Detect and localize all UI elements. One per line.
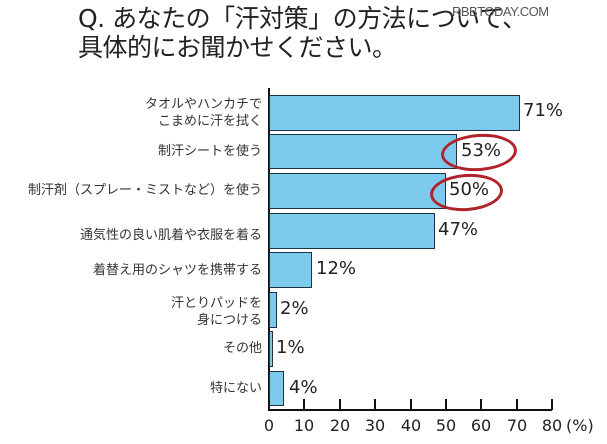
bar-pad	[269, 292, 277, 328]
x-tick-label: 60	[470, 416, 492, 435]
bar-other	[269, 331, 273, 367]
title-line-1: Q. あなたの「汗対策」の方法について、	[78, 4, 527, 33]
category-label: 着替え用のシャツを携帯する	[92, 263, 262, 278]
x-tick	[303, 399, 305, 410]
bar-none	[269, 371, 284, 406]
x-tick-label: 30	[364, 416, 386, 435]
x-tick-label: 70	[506, 416, 528, 435]
x-tick	[445, 399, 447, 410]
value-label: 53%	[461, 140, 502, 161]
x-tick-label: 80	[541, 416, 563, 435]
bar-sheet	[269, 134, 457, 169]
category-label: 特にない	[209, 381, 262, 396]
x-tick	[516, 399, 518, 410]
x-tick	[410, 399, 412, 410]
category-label: 汗とりパッドを 身につける	[170, 296, 262, 328]
watermark: RBBTODAY.COM	[452, 4, 549, 19]
x-tick	[339, 399, 341, 410]
value-label: 4%	[289, 377, 318, 398]
bar-spray	[269, 173, 446, 209]
x-tick-label: 0	[263, 416, 275, 435]
category-label: 通気性の良い肌着や衣服を着る	[79, 228, 262, 243]
x-tick-label: 40	[400, 416, 422, 435]
value-label: 2%	[280, 298, 309, 319]
title-line-2: 具体的にお聞かせください。	[78, 33, 397, 62]
value-label: 50%	[449, 179, 490, 200]
x-tick-label: 50	[435, 416, 457, 435]
y-axis	[268, 88, 270, 411]
bar-shirt	[269, 252, 312, 288]
bar-towel	[269, 95, 520, 131]
bar-clothing	[269, 213, 435, 249]
category-label: 制汗剤（スプレー・ミストなど）を使う	[27, 183, 262, 198]
x-tick	[551, 399, 553, 410]
x-tick	[268, 399, 270, 410]
x-axis	[268, 409, 552, 411]
x-tick	[374, 399, 376, 410]
x-tick	[480, 399, 482, 410]
value-label: 47%	[438, 219, 479, 240]
value-label: 71%	[523, 100, 564, 121]
category-label: タオルやハンカチで こまめに汗を拭く	[144, 97, 262, 129]
category-label: その他	[222, 341, 262, 356]
value-label: 1%	[276, 337, 305, 358]
x-axis-unit: (%)	[566, 416, 594, 435]
value-label: 12%	[316, 258, 357, 279]
x-tick-label: 10	[293, 416, 315, 435]
category-label: 制汗シートを使う	[157, 144, 262, 159]
x-tick-label: 20	[329, 416, 351, 435]
chart-title: Q. あなたの「汗対策」の方法について、 具体的にお聞かせください。	[78, 4, 527, 62]
